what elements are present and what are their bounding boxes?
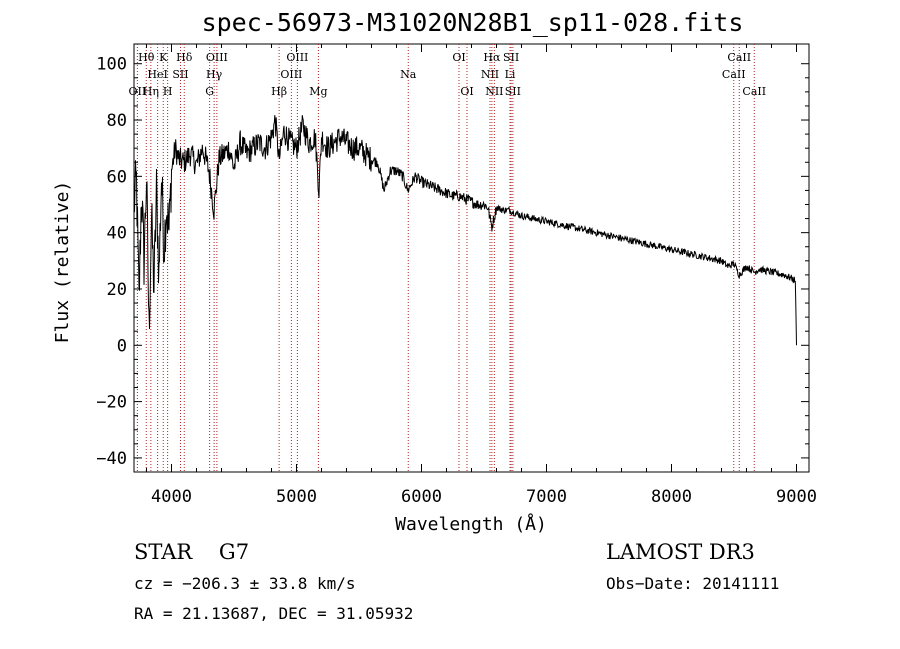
line-label-2: Hη <box>143 85 159 98</box>
axis-ticks <box>134 44 809 472</box>
line-label-17: OI <box>460 85 473 98</box>
chart-title: spec-56973-M31020N28B1_sp11-028.fits <box>201 8 744 37</box>
y-tick-label: 60 <box>107 167 127 187</box>
x-tick-label: 4000 <box>151 487 192 507</box>
y-tick-label: 0 <box>117 336 127 356</box>
redshift-velocity: cz = −206.3 ± 33.8 km/s <box>134 574 356 593</box>
object-classification: STAR G7 <box>134 540 249 564</box>
x-tick-label: 5000 <box>276 487 317 507</box>
line-label-5: H <box>163 85 173 98</box>
line-label-22: SII <box>503 51 519 64</box>
line-label-7: Hδ <box>176 51 193 64</box>
y-tick-label: −20 <box>96 393 127 413</box>
x-tick-label: 7000 <box>526 487 567 507</box>
object-class: STAR <box>134 540 193 564</box>
spectral-line-markers <box>136 44 755 472</box>
y-tick-label: 20 <box>107 280 127 300</box>
x-tick-label: 8000 <box>651 487 692 507</box>
line-label-18: NII <box>481 68 499 81</box>
line-label-13: OIII <box>286 51 308 64</box>
x-tick-label: 6000 <box>401 487 442 507</box>
y-tick-label: 40 <box>107 224 127 244</box>
line-label-20: NII <box>485 85 503 98</box>
tick-labels: 4000 5000 6000 7000 8000 9000 −40 −20 0 20 40 60 80 1… <box>96 55 817 507</box>
y-tick-label: 100 <box>96 55 127 75</box>
flux-series-line <box>133 115 797 346</box>
line-label-23: SII <box>505 85 521 98</box>
line-label-10: OIII <box>206 51 228 64</box>
line-label-1: Hθ <box>138 51 155 64</box>
line-label-9: Hγ <box>206 68 223 81</box>
line-label-4: K <box>159 51 168 64</box>
line-label-14: Mg <box>309 85 327 98</box>
x-axis-label: Wavelength (Å) <box>395 513 547 535</box>
line-label-3: HeI <box>147 68 167 81</box>
line-label-12: OIII <box>280 68 302 81</box>
y-tick-label: 80 <box>107 111 127 131</box>
line-label-15: Na <box>400 68 417 81</box>
line-label-6: SII <box>172 68 188 81</box>
line-label-24: CaII <box>722 68 746 81</box>
line-label-19: Hα <box>483 51 501 64</box>
line-label-8: G <box>205 85 214 98</box>
line-label-11: Hβ <box>271 85 287 98</box>
line-label-21: Li <box>505 68 516 81</box>
x-tick-label: 9000 <box>776 487 817 507</box>
y-axis-label: Flux (relative) <box>52 181 73 344</box>
spectral-line-labels: OIIHθHηHeIKHSIIHδGHγOIIIHβOIIIOIIIMgNaOI… <box>129 51 767 98</box>
sky-coordinates: RA = 21.13687, DEC = 31.05932 <box>134 604 414 623</box>
line-label-25: CaII <box>727 51 751 64</box>
line-label-16: OI <box>452 51 465 64</box>
survey-name: LAMOST DR3 <box>606 540 755 564</box>
line-label-26: CaII <box>742 85 766 98</box>
observation-date: Obs−Date: 20141111 <box>606 574 780 593</box>
y-tick-label: −40 <box>96 449 127 469</box>
object-subclass: G7 <box>218 540 250 564</box>
